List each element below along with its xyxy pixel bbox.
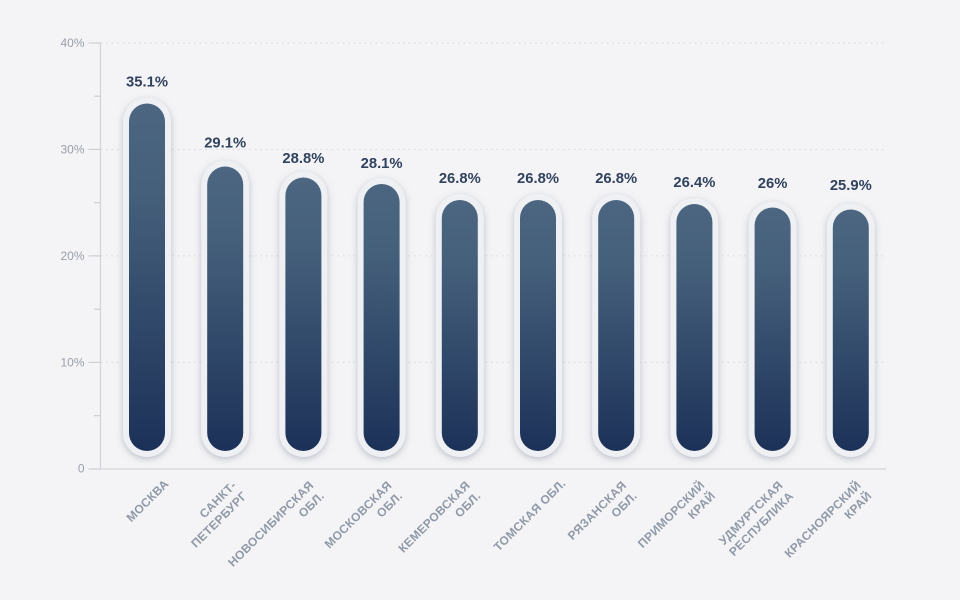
svg-text:26.8%: 26.8% (439, 171, 481, 187)
svg-text:35.1%: 35.1% (126, 75, 168, 91)
svg-text:10%: 10% (60, 355, 84, 369)
svg-text:26.8%: 26.8% (517, 171, 559, 187)
svg-text:20%: 20% (60, 249, 84, 263)
svg-text:29.1%: 29.1% (204, 136, 246, 152)
svg-text:28.1%: 28.1% (361, 156, 403, 172)
svg-text:28.8%: 28.8% (282, 151, 324, 167)
svg-text:26%: 26% (758, 176, 788, 192)
svg-text:0: 0 (78, 462, 85, 476)
svg-text:26.8%: 26.8% (595, 171, 637, 187)
svg-text:30%: 30% (60, 142, 84, 156)
svg-text:25.9%: 25.9% (830, 178, 872, 194)
svg-text:26.4%: 26.4% (673, 175, 715, 191)
svg-text:40%: 40% (60, 36, 84, 50)
